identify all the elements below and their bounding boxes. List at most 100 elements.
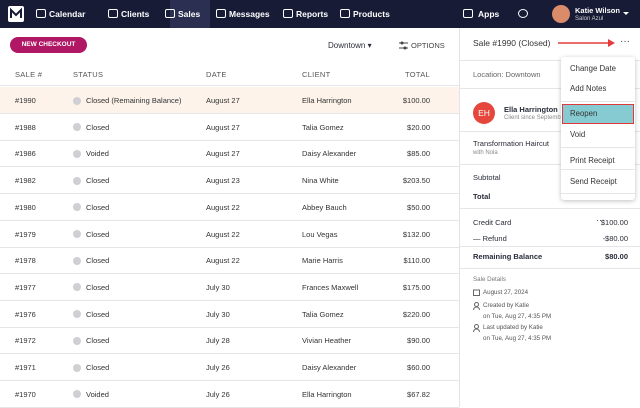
column-header[interactable]: STATUS — [73, 70, 104, 79]
status: Voided — [86, 389, 109, 399]
client: Daisy Alexander — [302, 363, 357, 372]
dropdown-menu: Change Date Add Notes Reopen Void Print Rece… — [561, 57, 635, 200]
date: August 27 — [206, 96, 240, 105]
total-label: Total — [473, 192, 491, 201]
client: Daisy Alexander — [302, 149, 357, 159]
row-divider — [0, 193, 459, 195]
updated-by: Last updated by Katie — [483, 324, 543, 331]
payment-label: Credit Card — [473, 218, 512, 227]
menu-item[interactable]: Send Receipt — [570, 177, 617, 186]
client: Vivian Heather — [302, 336, 352, 346]
updated-on: on Tue, Aug 27, 4:35 PM — [483, 335, 552, 342]
payment-value: -$80.00 — [602, 234, 628, 243]
status: Closed — [86, 176, 110, 186]
nav-item-label[interactable]: Reports — [296, 9, 329, 19]
location-select[interactable]: Downtown ▾ — [328, 41, 372, 50]
status: Closed — [86, 202, 110, 212]
total: $203.50 — [402, 176, 430, 186]
client: Talia Gomez — [302, 122, 344, 132]
nav-item[interactable] — [340, 9, 350, 18]
row-divider — [0, 299, 459, 301]
sale-number[interactable]: #1971 — [15, 363, 36, 372]
menu-item[interactable]: Add Notes — [570, 84, 607, 93]
nav-bar: Calendar Clients Sales Messages Reports Produ… — [0, 0, 640, 28]
menu-item[interactable]: Print Receipt — [570, 156, 615, 165]
divider — [460, 131, 640, 132]
client-avatar: EH — [473, 102, 495, 124]
total: $132.00 — [402, 229, 430, 239]
nav-item-label[interactable]: Messages — [229, 9, 270, 19]
nav-item[interactable] — [108, 9, 118, 18]
client: Ella Harrington — [302, 96, 352, 105]
sale-number[interactable]: #1979 — [15, 229, 36, 239]
user-avatar[interactable] — [552, 5, 570, 23]
payment-value: $100.00 — [600, 218, 628, 227]
total: $20.00 — [407, 122, 430, 132]
divider — [460, 164, 640, 165]
apps-label[interactable]: Apps — [478, 9, 500, 19]
sale-number[interactable]: #1977 — [15, 282, 36, 292]
column-header[interactable]: DATE — [206, 70, 227, 79]
nav-item[interactable] — [36, 9, 46, 18]
status-dot — [73, 123, 81, 132]
status-dot — [73, 310, 81, 319]
menu-item[interactable]: Change Date — [570, 64, 616, 73]
apps-icon[interactable] — [463, 9, 473, 18]
date: August 22 — [206, 202, 240, 212]
sale-number[interactable]: #1972 — [15, 336, 36, 346]
sale-number[interactable]: #1978 — [15, 256, 36, 266]
nav-item-label[interactable]: Products — [353, 9, 390, 19]
date: August 22 — [206, 229, 240, 239]
chevron[interactable] — [623, 12, 629, 18]
sale-number[interactable]: #1986 — [15, 149, 36, 159]
options-button[interactable]: OPTIONS — [411, 41, 445, 50]
divider — [460, 88, 640, 89]
sale-number[interactable]: #1980 — [15, 202, 36, 212]
menu-divider — [561, 101, 635, 102]
remaining-label: Remaining Balance — [473, 252, 543, 261]
row-divider — [0, 380, 459, 381]
divider — [460, 60, 640, 61]
more-button[interactable]: ··· — [620, 36, 630, 47]
nav-item[interactable] — [283, 9, 293, 18]
menu-item[interactable]: Reopen — [570, 109, 598, 118]
status-dot — [73, 149, 81, 158]
total: $220.00 — [402, 309, 430, 319]
logo — [8, 6, 24, 22]
sale-number[interactable]: #1988 — [15, 122, 36, 132]
client: Ella Harrington — [302, 389, 352, 399]
user-name[interactable]: Katie Wilson — [575, 6, 620, 15]
new-checkout-button[interactable]: NEW CHECKOUT — [10, 37, 87, 53]
column-header[interactable]: TOTAL — [405, 70, 430, 79]
status: Closed — [86, 229, 110, 239]
sale-number[interactable]: #1990 — [15, 96, 36, 105]
divider — [0, 85, 459, 86]
user-icon — [473, 302, 480, 310]
sale-number[interactable]: #1970 — [15, 389, 36, 399]
status-dot — [73, 336, 81, 345]
total: $60.00 — [407, 363, 430, 372]
date: July 30 — [206, 282, 230, 292]
column-header[interactable]: CLIENT — [302, 70, 331, 79]
sale-number[interactable]: #1982 — [15, 176, 36, 186]
sale-number[interactable]: #1976 — [15, 309, 36, 319]
nav-item[interactable] — [165, 9, 175, 18]
menu-divider — [561, 147, 635, 148]
nav-item-label[interactable]: Sales — [178, 9, 201, 19]
user-icon — [473, 324, 480, 332]
client-since: Client since Septemb — [504, 115, 561, 121]
nav-item-label[interactable]: Clients — [121, 9, 150, 19]
column-header[interactable]: SALE # — [15, 70, 43, 79]
nav-item-label[interactable]: Calendar — [49, 9, 86, 19]
date: August 23 — [206, 176, 240, 186]
row-divider — [0, 326, 459, 328]
status: Closed — [86, 309, 110, 319]
messages-icon[interactable] — [518, 9, 528, 18]
date: August 22 — [206, 256, 240, 266]
total: $100.00 — [402, 96, 430, 105]
menu-item[interactable]: Void — [570, 130, 586, 139]
active-tab — [170, 0, 210, 28]
client: Talia Gomez — [302, 309, 344, 319]
payment-more[interactable]: ··· — [596, 215, 605, 225]
nav-item[interactable] — [216, 9, 226, 18]
